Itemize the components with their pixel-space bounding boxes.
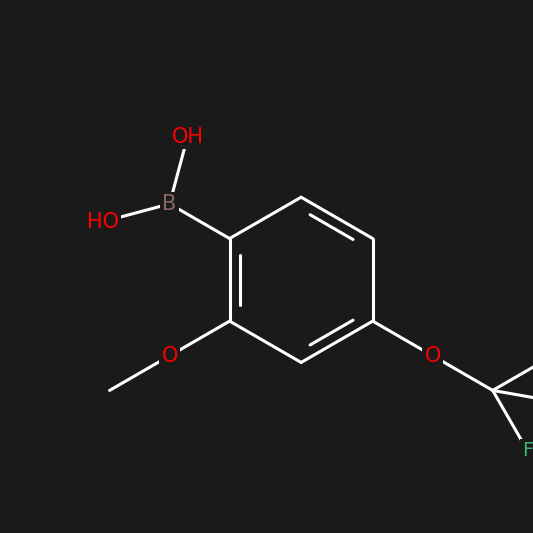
Text: F: F (522, 441, 533, 460)
Text: O: O (424, 346, 441, 366)
Text: O: O (161, 346, 178, 366)
Text: OH: OH (172, 127, 204, 147)
Text: B: B (163, 194, 177, 214)
Text: HO: HO (87, 212, 119, 232)
